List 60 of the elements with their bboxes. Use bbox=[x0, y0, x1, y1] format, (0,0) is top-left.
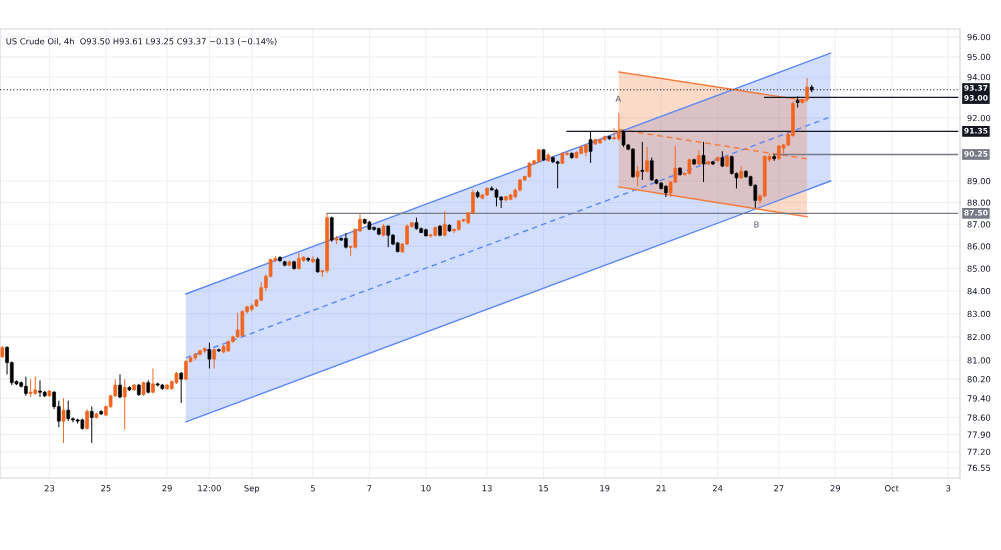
y-tick-label: 77.20 bbox=[967, 448, 991, 455]
x-tick-label: 10 bbox=[421, 485, 431, 492]
candlestick bbox=[28, 378, 33, 398]
x-tick-label: Oct bbox=[885, 485, 899, 492]
x-tick-label: 7 bbox=[367, 485, 372, 492]
y-tick-label: 86.00 bbox=[967, 243, 991, 250]
annotation: A bbox=[615, 95, 622, 102]
text: US Crude Oil, 4h O93.50 H93.61 L93.25 C93.37 −0.13 (−0.14%) bbox=[6, 37, 277, 46]
candlestick bbox=[85, 408, 89, 431]
candlestick bbox=[772, 153, 776, 162]
y-tick-label: 76.55 bbox=[967, 464, 991, 472]
candlestick bbox=[207, 342, 212, 369]
y-tick-label: 82.00 bbox=[967, 333, 991, 341]
candlestick bbox=[645, 146, 649, 173]
candlestick bbox=[640, 141, 645, 181]
y-tick-label: 78.60 bbox=[967, 414, 991, 421]
x-tick-label: 23 bbox=[44, 485, 55, 492]
annotation: B bbox=[754, 221, 759, 228]
candlestick bbox=[555, 160, 560, 189]
y-tick-label: 89.00 bbox=[967, 177, 991, 185]
y-tick-label: 95.00 bbox=[967, 53, 991, 61]
candlestick bbox=[235, 312, 240, 339]
candlestick bbox=[179, 371, 183, 404]
candlestick bbox=[386, 224, 391, 248]
candlestick bbox=[122, 378, 127, 431]
x-tick-label: 5 bbox=[310, 485, 315, 492]
x-tick-label: Sep bbox=[244, 485, 260, 494]
x-tick-label: 13 bbox=[482, 485, 492, 492]
x-tick-label: 19 bbox=[600, 485, 610, 492]
y-tick-label: 81.00 bbox=[967, 357, 991, 364]
y-tick-label: 80.20 bbox=[967, 376, 991, 383]
candlestick bbox=[151, 368, 155, 394]
x-tick-label: 29 bbox=[162, 485, 172, 492]
x-tick-label: 29 bbox=[830, 485, 841, 492]
x-tick-label: 12:00 bbox=[198, 485, 221, 492]
candlestick bbox=[311, 255, 315, 264]
candlestick bbox=[89, 406, 94, 444]
x-tick-label: 3 bbox=[946, 485, 951, 492]
x-tick-label: 21 bbox=[656, 485, 666, 492]
candlestick bbox=[701, 141, 706, 183]
candlestick bbox=[61, 397, 66, 444]
x-tick-label: 25 bbox=[101, 485, 111, 492]
y-tick-label: 83.00 bbox=[967, 310, 991, 318]
y-tick-label: 85.00 bbox=[967, 265, 991, 272]
y-tick-label: 92.00 bbox=[967, 114, 991, 122]
y-tick-label: 84.00 bbox=[967, 288, 991, 295]
y-tick-label: 79.40 bbox=[967, 395, 991, 402]
y-tick-label: 77.90 bbox=[967, 431, 991, 438]
candlestick bbox=[329, 216, 334, 243]
y-tick-label: 88.00 bbox=[967, 199, 991, 206]
x-tick-label: 24 bbox=[712, 485, 723, 492]
y-tick-label: 87.00 bbox=[967, 221, 991, 228]
candlestick bbox=[588, 130, 593, 164]
candlestick bbox=[66, 400, 71, 422]
x-tick-label: 15 bbox=[539, 485, 549, 492]
candlestick bbox=[442, 210, 447, 237]
y-tick-label: 96.00 bbox=[967, 33, 991, 41]
y-tick-label: 94.00 bbox=[967, 73, 991, 81]
x-tick-label: 27 bbox=[774, 485, 784, 492]
candlestick bbox=[635, 165, 640, 187]
